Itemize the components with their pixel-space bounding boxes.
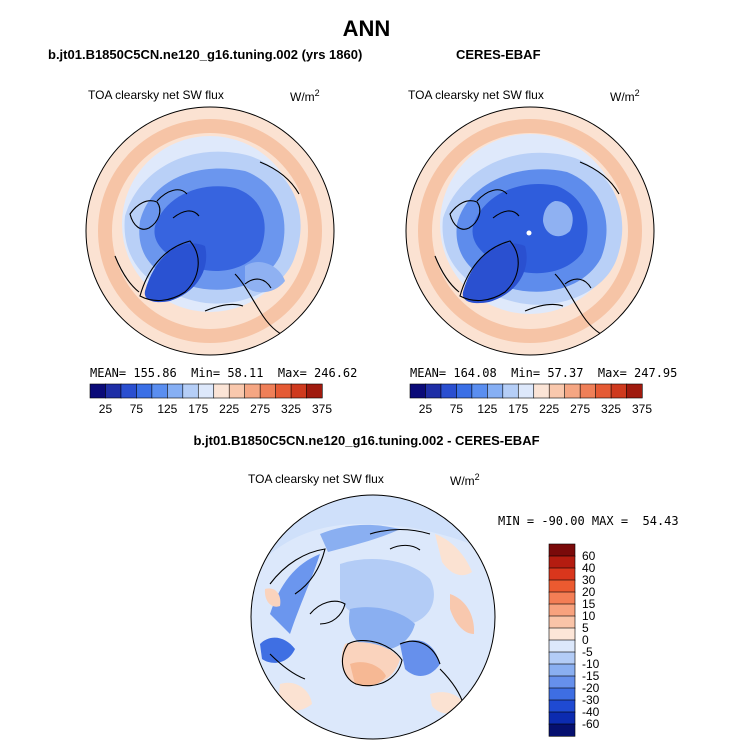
left-colorbar-swatch — [182, 383, 199, 399]
left-colorbar-swatch — [244, 383, 261, 399]
diff-colorbar-swatch — [548, 723, 576, 737]
left-colorbar-tick-label: 325 — [281, 402, 302, 416]
diff-colorbar-tick-label: -20 — [582, 681, 600, 695]
right-colorbar-tick-label: 125 — [477, 402, 498, 416]
diff-colorbar-tick-label: -10 — [582, 657, 600, 671]
diff-colorbar-swatch — [548, 591, 576, 605]
left-colorbar-swatch — [120, 383, 138, 399]
diff-colorbar-tick-label: 0 — [582, 633, 589, 647]
diff-colorbar-tick-label: -60 — [582, 717, 600, 731]
diff-panel-stats: MIN = -90.00 MAX = 54.43 — [498, 514, 679, 528]
right-colorbar-swatch — [440, 383, 458, 399]
left-colorbar-tick-label: 125 — [157, 402, 178, 416]
diff-colorbar-swatch — [548, 663, 576, 677]
diff-colorbar-swatch — [548, 687, 576, 701]
diff-colorbar-tick-label: -30 — [582, 693, 600, 707]
right-colorbar-tick-label: 25 — [418, 402, 433, 416]
left-colorbar — [89, 383, 323, 399]
right-panel-stats: MEAN= 164.08 Min= 57.37 Max= 247.95 — [410, 366, 678, 380]
left-colorbar-tick-label: 275 — [250, 402, 271, 416]
right-colorbar-swatch — [626, 383, 643, 399]
right-polar-map — [405, 106, 655, 356]
left-colorbar-swatch — [136, 383, 153, 399]
right-colorbar-tick-label: 325 — [601, 402, 622, 416]
right-colorbar-tick-label: 275 — [570, 402, 591, 416]
left-colorbar-tick-labels: 25 75 125 175 225 275 325 375 — [90, 402, 332, 416]
diff-colorbar-swatch — [548, 675, 576, 689]
diff-colorbar-swatch — [548, 711, 576, 725]
right-colorbar-swatch — [579, 383, 597, 399]
left-colorbar-swatch — [290, 383, 308, 399]
left-colorbar-tick-label: 75 — [129, 402, 144, 416]
right-colorbar-swatch — [595, 383, 612, 399]
left-colorbar-tick-label: 25 — [98, 402, 113, 416]
diff-colorbar-swatch — [548, 639, 576, 653]
right-colorbar-tick-label: 75 — [449, 402, 464, 416]
right-colorbar-tick-labels: 25 75 125 175 225 275 325 375 — [410, 402, 652, 416]
diff-colorbar-tick-label: 5 — [582, 621, 589, 635]
left-colorbar-swatch — [167, 383, 184, 399]
left-colorbar-swatch — [228, 383, 246, 399]
diff-colorbar-tick-label: -40 — [582, 705, 600, 719]
diff-colorbar-tick-label: -15 — [582, 669, 600, 683]
diff-colorbar-swatch — [548, 567, 576, 581]
right-colorbar-swatch — [471, 383, 488, 399]
diff-colorbar-tick-label: 30 — [582, 573, 596, 587]
left-polar-map — [85, 106, 335, 356]
diff-colorbar-swatch — [548, 651, 576, 665]
right-panel-units: W/m2 — [610, 88, 640, 104]
left-colorbar-tick-label: 175 — [188, 402, 209, 416]
page-title: ANN — [342, 16, 391, 41]
right-colorbar-swatch — [456, 383, 473, 399]
left-panel-units: W/m2 — [290, 88, 320, 104]
diff-panel-units: W/m2 — [450, 472, 480, 488]
left-colorbar-swatch — [213, 383, 230, 399]
left-colorbar-swatch — [197, 383, 215, 399]
diff-panel-variable-label: TOA clearsky net SW flux — [248, 472, 384, 486]
diff-colorbar-tick-label: 10 — [582, 609, 596, 623]
right-colorbar-swatch — [409, 383, 427, 399]
diff-colorbar-swatch — [548, 555, 576, 569]
diff-colorbar-tick-label: 15 — [582, 597, 596, 611]
diff-colorbar-tick-label: 40 — [582, 561, 596, 575]
diff-colorbar-swatch — [548, 603, 576, 617]
right-colorbar-swatch — [487, 383, 504, 399]
diff-colorbar-swatch — [548, 699, 576, 713]
diff-colorbar-tick-labels: 60 40 30 20 15 10 5 0 -5 -10 -15 -20 -30 -40 -60 — [582, 544, 622, 736]
left-colorbar-tick-label: 375 — [311, 402, 333, 416]
left-colorbar-swatch — [306, 383, 323, 399]
right-colorbar-swatch — [533, 383, 550, 399]
left-colorbar-swatch — [151, 383, 168, 399]
diff-colorbar-swatch — [548, 615, 576, 629]
right-colorbar-tick-label: 175 — [508, 402, 529, 416]
right-colorbar — [409, 383, 643, 399]
right-colorbar-swatch — [548, 383, 566, 399]
left-colorbar-swatch — [105, 383, 122, 399]
left-colorbar-tick-label: 225 — [219, 402, 240, 416]
diff-colorbar — [548, 543, 576, 737]
left-panel-variable-label: TOA clearsky net SW flux — [88, 88, 224, 102]
diff-colorbar-tick-label: -5 — [582, 645, 593, 659]
right-colorbar-swatch — [610, 383, 628, 399]
diff-colorbar-tick-label: 20 — [582, 585, 596, 599]
right-panel-variable-label: TOA clearsky net SW flux — [408, 88, 544, 102]
left-panel-stats: MEAN= 155.86 Min= 58.11 Max= 246.62 — [90, 366, 358, 380]
left-colorbar-swatch — [275, 383, 292, 399]
diff-colorbar-swatch — [548, 579, 576, 593]
right-colorbar-tick-label: 375 — [631, 402, 653, 416]
right-colorbar-tick-label: 225 — [539, 402, 560, 416]
left-colorbar-swatch — [89, 383, 107, 399]
left-colorbar-swatch — [259, 383, 277, 399]
right-colorbar-swatch — [517, 383, 535, 399]
right-panel-case-title: CERES-EBAF — [456, 47, 541, 62]
diff-colorbar-swatch — [548, 543, 576, 557]
right-colorbar-swatch — [502, 383, 519, 399]
diff-polar-map — [250, 494, 496, 740]
diff-panel-case-title: b.jt01.B1850C5CN.ne120_g16.tuning.002 - … — [193, 433, 540, 448]
right-colorbar-swatch — [564, 383, 581, 399]
left-panel-case-title: b.jt01.B1850C5CN.ne120_g16.tuning.002 (y… — [48, 47, 363, 62]
diff-colorbar-tick-label: 60 — [582, 549, 596, 563]
right-colorbar-swatch — [425, 383, 442, 399]
diff-colorbar-swatch — [548, 627, 576, 641]
